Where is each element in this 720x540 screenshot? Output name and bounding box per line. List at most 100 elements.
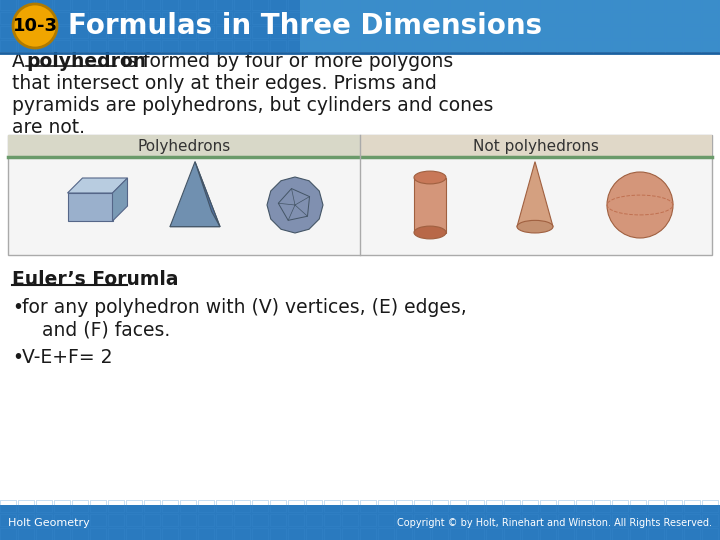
Bar [648, 514, 664, 526]
Bar [360, 500, 376, 512]
Bar [396, 40, 412, 52]
Bar [684, 0, 700, 10]
Bar [648, 528, 664, 540]
Bar [666, 528, 682, 540]
Bar [630, 40, 646, 52]
Bar [234, 40, 250, 52]
Bar [306, 514, 322, 526]
Bar [414, 40, 430, 52]
Text: pyramids are polyhedrons, but cylinders and cones: pyramids are polyhedrons, but cylinders … [12, 96, 493, 115]
Bar [414, 12, 430, 24]
Bar [342, 12, 358, 24]
Bar [558, 528, 574, 540]
Bar [72, 514, 88, 526]
Bar [180, 26, 196, 38]
Bar [396, 0, 412, 10]
Bar [144, 40, 160, 52]
Bar [0, 26, 16, 38]
Bar [300, 0, 720, 52]
Text: A: A [12, 52, 31, 71]
Bar [162, 12, 178, 24]
Text: is formed by four or more polygons: is formed by four or more polygons [116, 52, 454, 71]
Bar [558, 40, 574, 52]
Bar [234, 514, 250, 526]
Bar [684, 528, 700, 540]
Bar [540, 0, 556, 10]
Text: Not polyhedrons: Not polyhedrons [473, 138, 599, 153]
Bar [432, 12, 448, 24]
Bar [630, 528, 646, 540]
Bar [540, 528, 556, 540]
Bar [252, 500, 268, 512]
Bar [648, 500, 664, 512]
Bar [594, 0, 610, 10]
Bar [504, 40, 520, 52]
Bar [324, 500, 340, 512]
Bar [306, 12, 322, 24]
Bar [630, 514, 646, 526]
Bar [216, 500, 232, 512]
Bar [198, 514, 214, 526]
Bar [162, 26, 178, 38]
Bar [630, 12, 646, 24]
Bar [342, 514, 358, 526]
Bar [702, 528, 718, 540]
Circle shape [13, 4, 57, 48]
Bar [486, 0, 502, 10]
Bar [72, 0, 88, 10]
Bar [432, 500, 448, 512]
Bar [450, 500, 466, 512]
Bar [558, 26, 574, 38]
Bar [162, 40, 178, 52]
Bar [594, 26, 610, 38]
Text: •: • [12, 298, 23, 317]
Bar [432, 528, 448, 540]
Bar [666, 500, 682, 512]
Bar [126, 40, 142, 52]
Bar [702, 40, 718, 52]
Bar [90, 12, 106, 24]
Bar [252, 528, 268, 540]
Bar [54, 0, 70, 10]
Bar [252, 0, 268, 10]
Polygon shape [170, 161, 220, 227]
Bar [180, 514, 196, 526]
Bar [162, 514, 178, 526]
Bar [144, 528, 160, 540]
Bar [522, 12, 538, 24]
Bar [468, 514, 484, 526]
Bar [198, 528, 214, 540]
Bar [576, 26, 592, 38]
Bar [594, 12, 610, 24]
Bar [72, 12, 88, 24]
Bar [504, 528, 520, 540]
Bar [486, 528, 502, 540]
Polygon shape [170, 212, 220, 227]
Bar [360, 514, 376, 526]
Bar [594, 514, 610, 526]
Bar [630, 26, 646, 38]
Bar [324, 514, 340, 526]
Bar [144, 0, 160, 10]
Ellipse shape [414, 226, 446, 239]
Text: for any polyhedron with (V) vertices, (E) edges,: for any polyhedron with (V) vertices, (E… [22, 298, 467, 317]
Bar [450, 0, 466, 10]
Bar [0, 514, 16, 526]
Bar [666, 514, 682, 526]
Bar [8, 157, 712, 255]
Bar [540, 12, 556, 24]
Bar [594, 528, 610, 540]
Bar [576, 0, 592, 10]
Bar [90, 500, 106, 512]
Bar [180, 500, 196, 512]
Bar [558, 500, 574, 512]
Bar [18, 12, 34, 24]
Bar [36, 0, 52, 10]
Bar [306, 40, 322, 52]
Bar [0, 40, 16, 52]
Bar [702, 0, 718, 10]
Bar [324, 528, 340, 540]
Bar [432, 26, 448, 38]
Bar [162, 528, 178, 540]
Bar [270, 528, 286, 540]
